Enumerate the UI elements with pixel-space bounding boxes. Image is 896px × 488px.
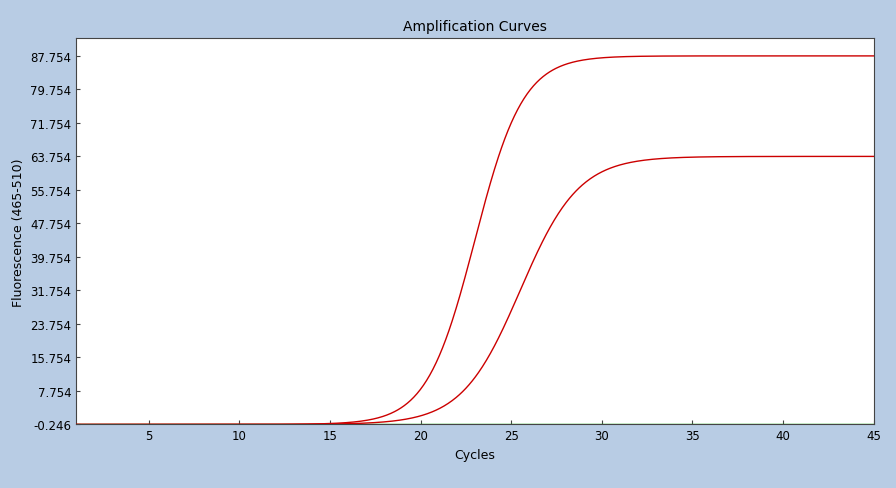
Y-axis label: Fluorescence (465-510): Fluorescence (465-510) xyxy=(12,158,24,306)
X-axis label: Cycles: Cycles xyxy=(454,448,495,461)
Title: Amplification Curves: Amplification Curves xyxy=(403,20,547,34)
